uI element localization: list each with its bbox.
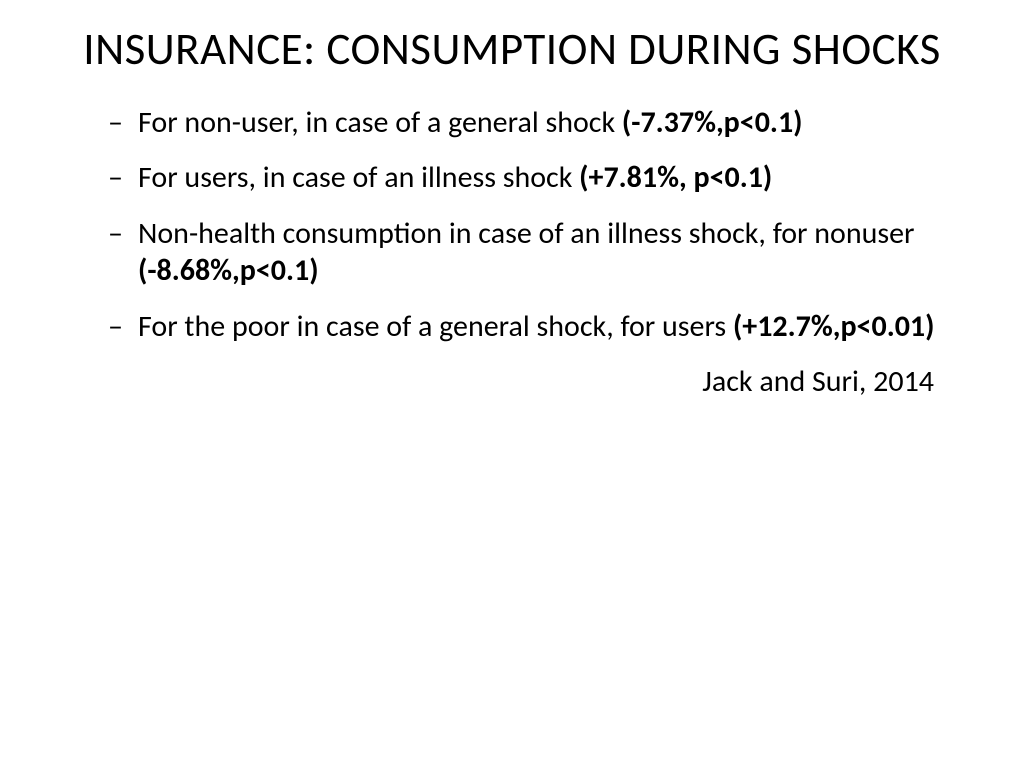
bullet-item: For the poor in case of a general shock,…	[108, 308, 964, 346]
bullet-item: For non-user, in case of a general shock…	[108, 104, 964, 142]
citation: Jack and Suri, 2014	[108, 363, 964, 400]
bullet-item: Non-health consumption in case of an ill…	[108, 215, 964, 290]
bullet-stat: (-8.68%,p<0.1)	[138, 252, 319, 289]
bullet-text: For users, in case of an illness shock	[138, 159, 579, 196]
slide: INSURANCE: CONSUMPTION DURING SHOCKS For…	[0, 0, 1024, 768]
bullet-stat: (-7.37%,p<0.1)	[622, 104, 803, 141]
bullet-item: For users, in case of an illness shock (…	[108, 159, 964, 197]
bullet-text: Non-health consumption in case of an ill…	[138, 215, 915, 252]
slide-title: INSURANCE: CONSUMPTION DURING SHOCKS	[60, 24, 964, 76]
bullet-text: For non-user, in case of a general shock	[138, 104, 622, 141]
bullet-stat: (+7.81%, p<0.1)	[579, 159, 772, 196]
slide-body: For non-user, in case of a general shock…	[60, 104, 964, 401]
bullet-stat: (+12.7%,p<0.01)	[733, 308, 935, 345]
bullet-text: For the poor in case of a general shock,…	[138, 308, 733, 345]
